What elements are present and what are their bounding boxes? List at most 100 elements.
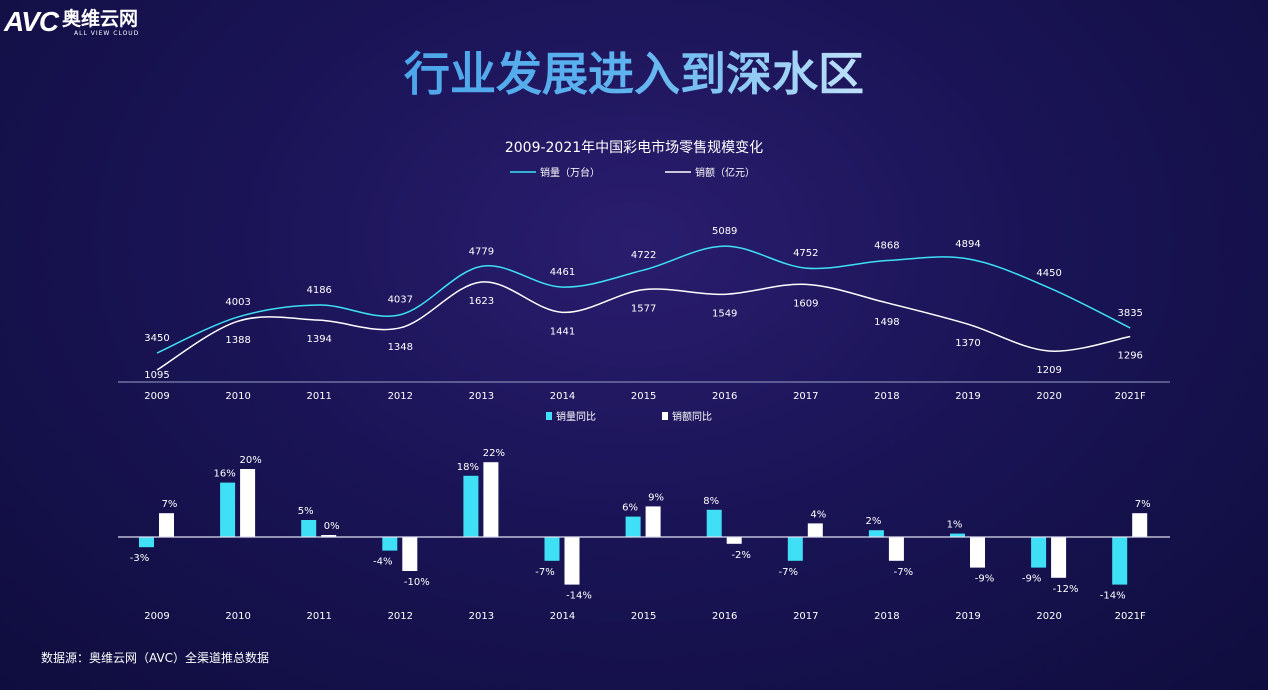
value-label: 1441 (550, 326, 575, 337)
bar-x-tick: 2021F (1115, 611, 1146, 622)
volume-label: 4186 (306, 285, 331, 296)
bar-label: -7% (535, 567, 554, 578)
bar-x-tick: 2009 (144, 611, 169, 622)
bar-label: 20% (239, 455, 261, 466)
volume-label: 4450 (1036, 268, 1061, 279)
line-chart-title: 2009-2021年中国彩电市场零售规模变化 (505, 139, 763, 156)
volume-yoy-bar (220, 482, 236, 537)
value-yoy-bar (645, 506, 661, 537)
bar-label: -3% (130, 553, 149, 564)
volume-yoy-bar (868, 530, 884, 537)
bar-x-tick: 2015 (631, 611, 656, 622)
volume-yoy-bar (544, 537, 560, 561)
bar-label: 4% (810, 509, 826, 520)
volume-yoy-bar (706, 509, 722, 537)
value-yoy-bar (564, 537, 580, 585)
bar-label: 18% (457, 462, 479, 473)
bar-label: -4% (373, 557, 392, 568)
volume-yoy-bar (463, 475, 479, 537)
bar-x-tick: 2019 (955, 611, 980, 622)
logo-mark: AVC (4, 6, 59, 37)
bar-label: 5% (298, 506, 314, 517)
line-x-tick: 2010 (225, 391, 250, 402)
value-yoy-bar (888, 537, 904, 561)
data-source: 数据源：奥维云网（AVC）全渠道推总数据 (41, 651, 270, 665)
value-line (156, 281, 1131, 371)
value-yoy-bar (970, 537, 985, 568)
value-yoy-bar (726, 537, 742, 544)
value-label: 1609 (793, 298, 818, 309)
volume-label: 4868 (874, 241, 899, 252)
legend-label: 销量同比 (556, 410, 596, 423)
line-x-tick: 2014 (550, 391, 575, 402)
value-label: 1296 (1117, 350, 1142, 361)
volume-label: 4722 (631, 250, 656, 261)
legend-label: 销额（亿元） (695, 166, 755, 179)
volume-label: 3835 (1117, 308, 1142, 319)
bar-label: -2% (731, 550, 750, 561)
volume-yoy-bar (625, 516, 641, 537)
volume-yoy-bar (301, 520, 317, 537)
bar-x-tick: 2018 (874, 611, 899, 622)
bar-x-tick: 2012 (388, 611, 413, 622)
volume-label: 3450 (144, 333, 169, 344)
value-label: 1370 (955, 338, 980, 349)
bar-label: 7% (1135, 499, 1151, 510)
bar-label: 7% (162, 499, 178, 510)
bar-x-tick: 2010 (225, 611, 250, 622)
value-yoy-bar (807, 523, 823, 537)
value-label: 1623 (469, 296, 494, 307)
volume-label: 4037 (388, 295, 413, 306)
bar-label: 16% (213, 469, 235, 480)
value-label: 1549 (712, 308, 737, 319)
bar-x-tick: 2016 (712, 611, 737, 622)
bar-x-tick: 2013 (469, 611, 494, 622)
volume-yoy-bar (1031, 537, 1047, 568)
value-label: 1095 (144, 370, 169, 381)
bar-label: -10% (404, 577, 430, 588)
value-yoy-bar (240, 469, 256, 537)
line-x-tick: 2012 (388, 391, 413, 402)
avc-logo: AVC 奥维云网 ALL VIEW CLOUD (4, 6, 139, 38)
value-yoy-bar (321, 535, 337, 537)
volume-yoy-bar (787, 537, 803, 561)
value-label: 1348 (388, 342, 413, 353)
bar-label: 9% (648, 492, 664, 503)
bar-x-tick: 2020 (1036, 611, 1061, 622)
value-yoy-bar (483, 462, 499, 537)
bar-label: 22% (483, 448, 505, 459)
logo-cn: 奥维云网 (62, 8, 139, 30)
legend-label: 销额同比 (672, 410, 712, 423)
bar-label: -14% (566, 591, 592, 602)
bar-label: -7% (894, 567, 913, 578)
value-yoy-bar (1051, 537, 1067, 578)
page-title: 行业发展进入到深水区 (0, 38, 1268, 104)
line-x-tick: 2011 (306, 391, 331, 402)
volume-yoy-bar (382, 537, 398, 551)
value-label: 1209 (1036, 365, 1061, 376)
volume-label: 5089 (712, 226, 737, 237)
bar-x-tick: 2011 (306, 611, 331, 622)
bar-label: 1% (947, 520, 963, 531)
bar-label: -12% (1053, 584, 1079, 595)
line-x-tick: 2021F (1115, 391, 1146, 402)
line-x-tick: 2018 (874, 391, 899, 402)
line-x-tick: 2013 (469, 391, 494, 402)
volume-line (156, 245, 1131, 354)
bar-label: -14% (1100, 591, 1126, 602)
value-label: 1577 (631, 304, 656, 315)
legend-swatch (546, 412, 552, 420)
volume-label: 4894 (955, 239, 980, 250)
volume-label: 4003 (225, 297, 250, 308)
line-x-tick: 2009 (144, 391, 169, 402)
bar-label: -7% (779, 567, 798, 578)
legend-label: 销量（万台） (540, 166, 600, 179)
bar-x-tick: 2017 (793, 611, 818, 622)
volume-label: 4752 (793, 248, 818, 259)
line-x-tick: 2020 (1036, 391, 1061, 402)
bar-label: 6% (622, 503, 638, 514)
value-yoy-bar (402, 537, 418, 571)
value-label: 1388 (225, 335, 250, 346)
bar-x-tick: 2014 (550, 611, 575, 622)
